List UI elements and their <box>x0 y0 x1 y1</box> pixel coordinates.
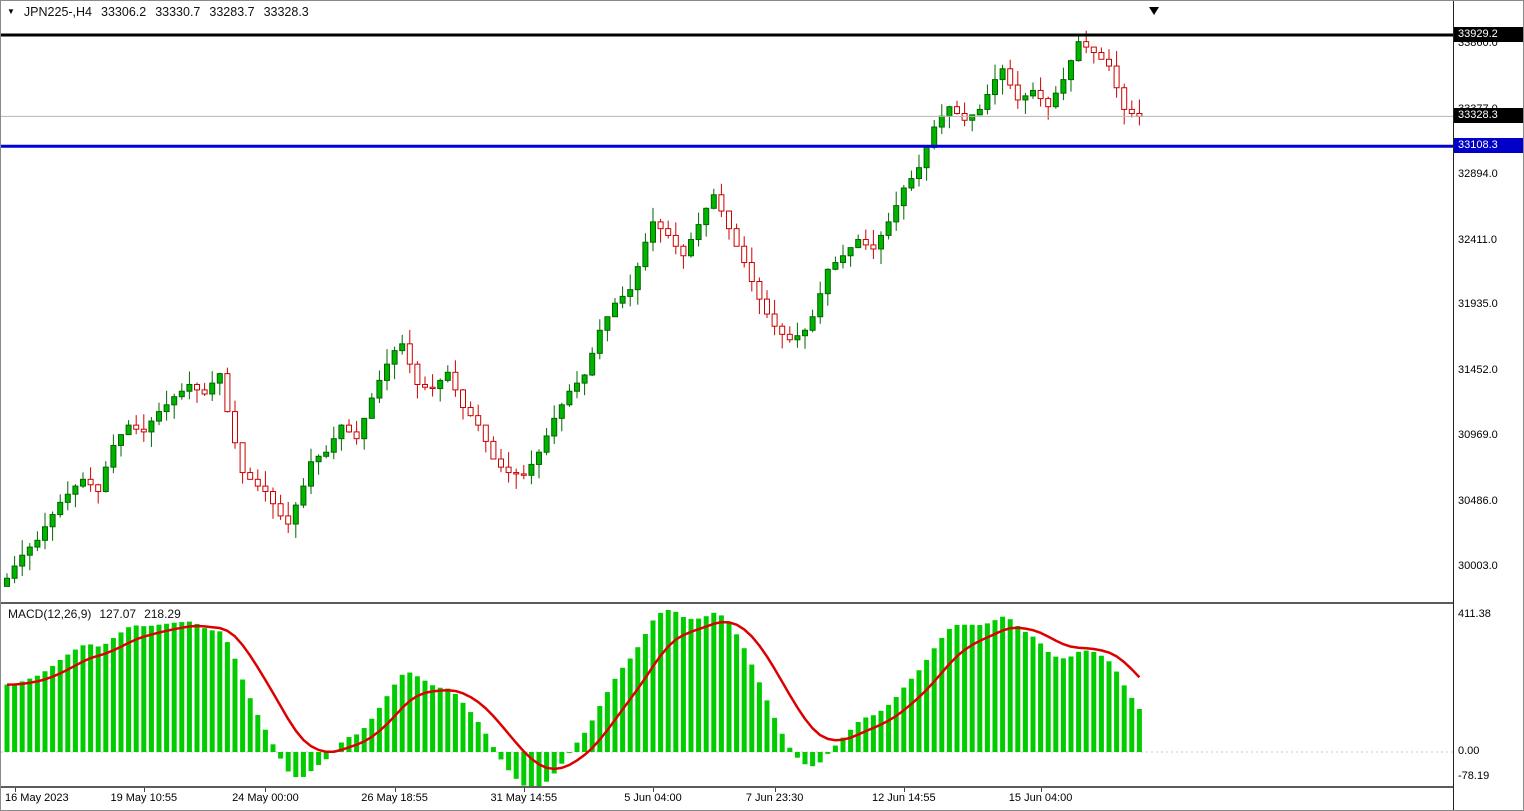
panel-separator-bottom[interactable] <box>1 786 1523 788</box>
time-tick <box>523 788 525 792</box>
symbol-header: ▼ JPN225-,H4 33306.2 33330.7 33283.7 333… <box>7 5 309 19</box>
price-axis[interactable]: 33860.033377.032894.032411.031935.031452… <box>1453 1 1523 810</box>
panel-separator-top[interactable] <box>1 602 1523 604</box>
time-axis-label: 7 Jun 23:30 <box>745 792 804 804</box>
macd-axis-zero: 0.00 <box>1458 745 1480 757</box>
time-tick <box>14 788 16 792</box>
macd-signal-value: 218.29 <box>144 607 181 621</box>
price-axis-label: 30003.0 <box>1458 560 1498 572</box>
price-axis-label: 32894.0 <box>1458 168 1498 181</box>
macd-axis-max: 411.38 <box>1458 608 1491 620</box>
macd-plot[interactable] <box>1 604 1453 786</box>
price-axis-label: 30486.0 <box>1458 494 1498 507</box>
symbol-dropdown-icon[interactable]: ▼ <box>7 7 15 16</box>
symbol-title: JPN225-,H4 <box>23 5 93 19</box>
time-tick <box>394 788 396 792</box>
current-price-line-price-badge: 33328.3 <box>1454 108 1523 124</box>
time-axis[interactable]: 16 May 2023 19 May 10:55 24 May 00:00 26 Ma… <box>1 788 1453 810</box>
ohlc-open: 33306.2 <box>101 5 147 19</box>
ohlc-low: 33283.7 <box>209 5 255 19</box>
macd-name: MACD(12,26,9) <box>8 607 92 621</box>
time-axis-label: 16 May 2023 <box>5 792 69 804</box>
time-axis-label: 31 May 14:55 <box>490 792 558 804</box>
time-axis-label: 12 Jun 14:55 <box>871 792 936 804</box>
price-axis-label: 31935.0 <box>1458 298 1498 311</box>
time-tick <box>653 788 654 792</box>
ohlc-high: 33330.7 <box>155 5 201 19</box>
time-axis-label: 15 Jun 04:00 <box>1008 792 1073 804</box>
time-tick <box>1040 788 1042 792</box>
time-axis-label: 26 May 18:55 <box>361 792 428 804</box>
macd-main-value: 127.07 <box>99 607 137 621</box>
time-tick <box>774 788 776 792</box>
time-axis-label: 5 Jun 04:00 <box>624 792 682 804</box>
macd-indicator-label: MACD(12,26,9) 127.07 218.29 <box>8 607 181 621</box>
candlestick-plot[interactable] <box>1 1 1453 602</box>
price-axis-label: 31452.0 <box>1458 363 1498 376</box>
ohlc-close: 33328.3 <box>263 5 309 19</box>
macd-axis-min: -78.19 <box>1458 770 1490 782</box>
price-axis-label: 30969.0 <box>1458 429 1498 442</box>
time-tick <box>143 788 145 792</box>
chart-shift-marker-icon[interactable] <box>1149 7 1159 15</box>
time-tick <box>265 788 267 792</box>
time-axis-label: 24 May 00:00 <box>232 792 299 804</box>
price-axis-label: 32411.0 <box>1458 233 1497 246</box>
time-axis-label: 19 May 10:55 <box>110 792 178 804</box>
high-line-price-badge: 33929.2 <box>1454 27 1523 42</box>
time-tick <box>903 788 905 792</box>
support-line-price-badge: 33108.3 <box>1454 138 1523 154</box>
